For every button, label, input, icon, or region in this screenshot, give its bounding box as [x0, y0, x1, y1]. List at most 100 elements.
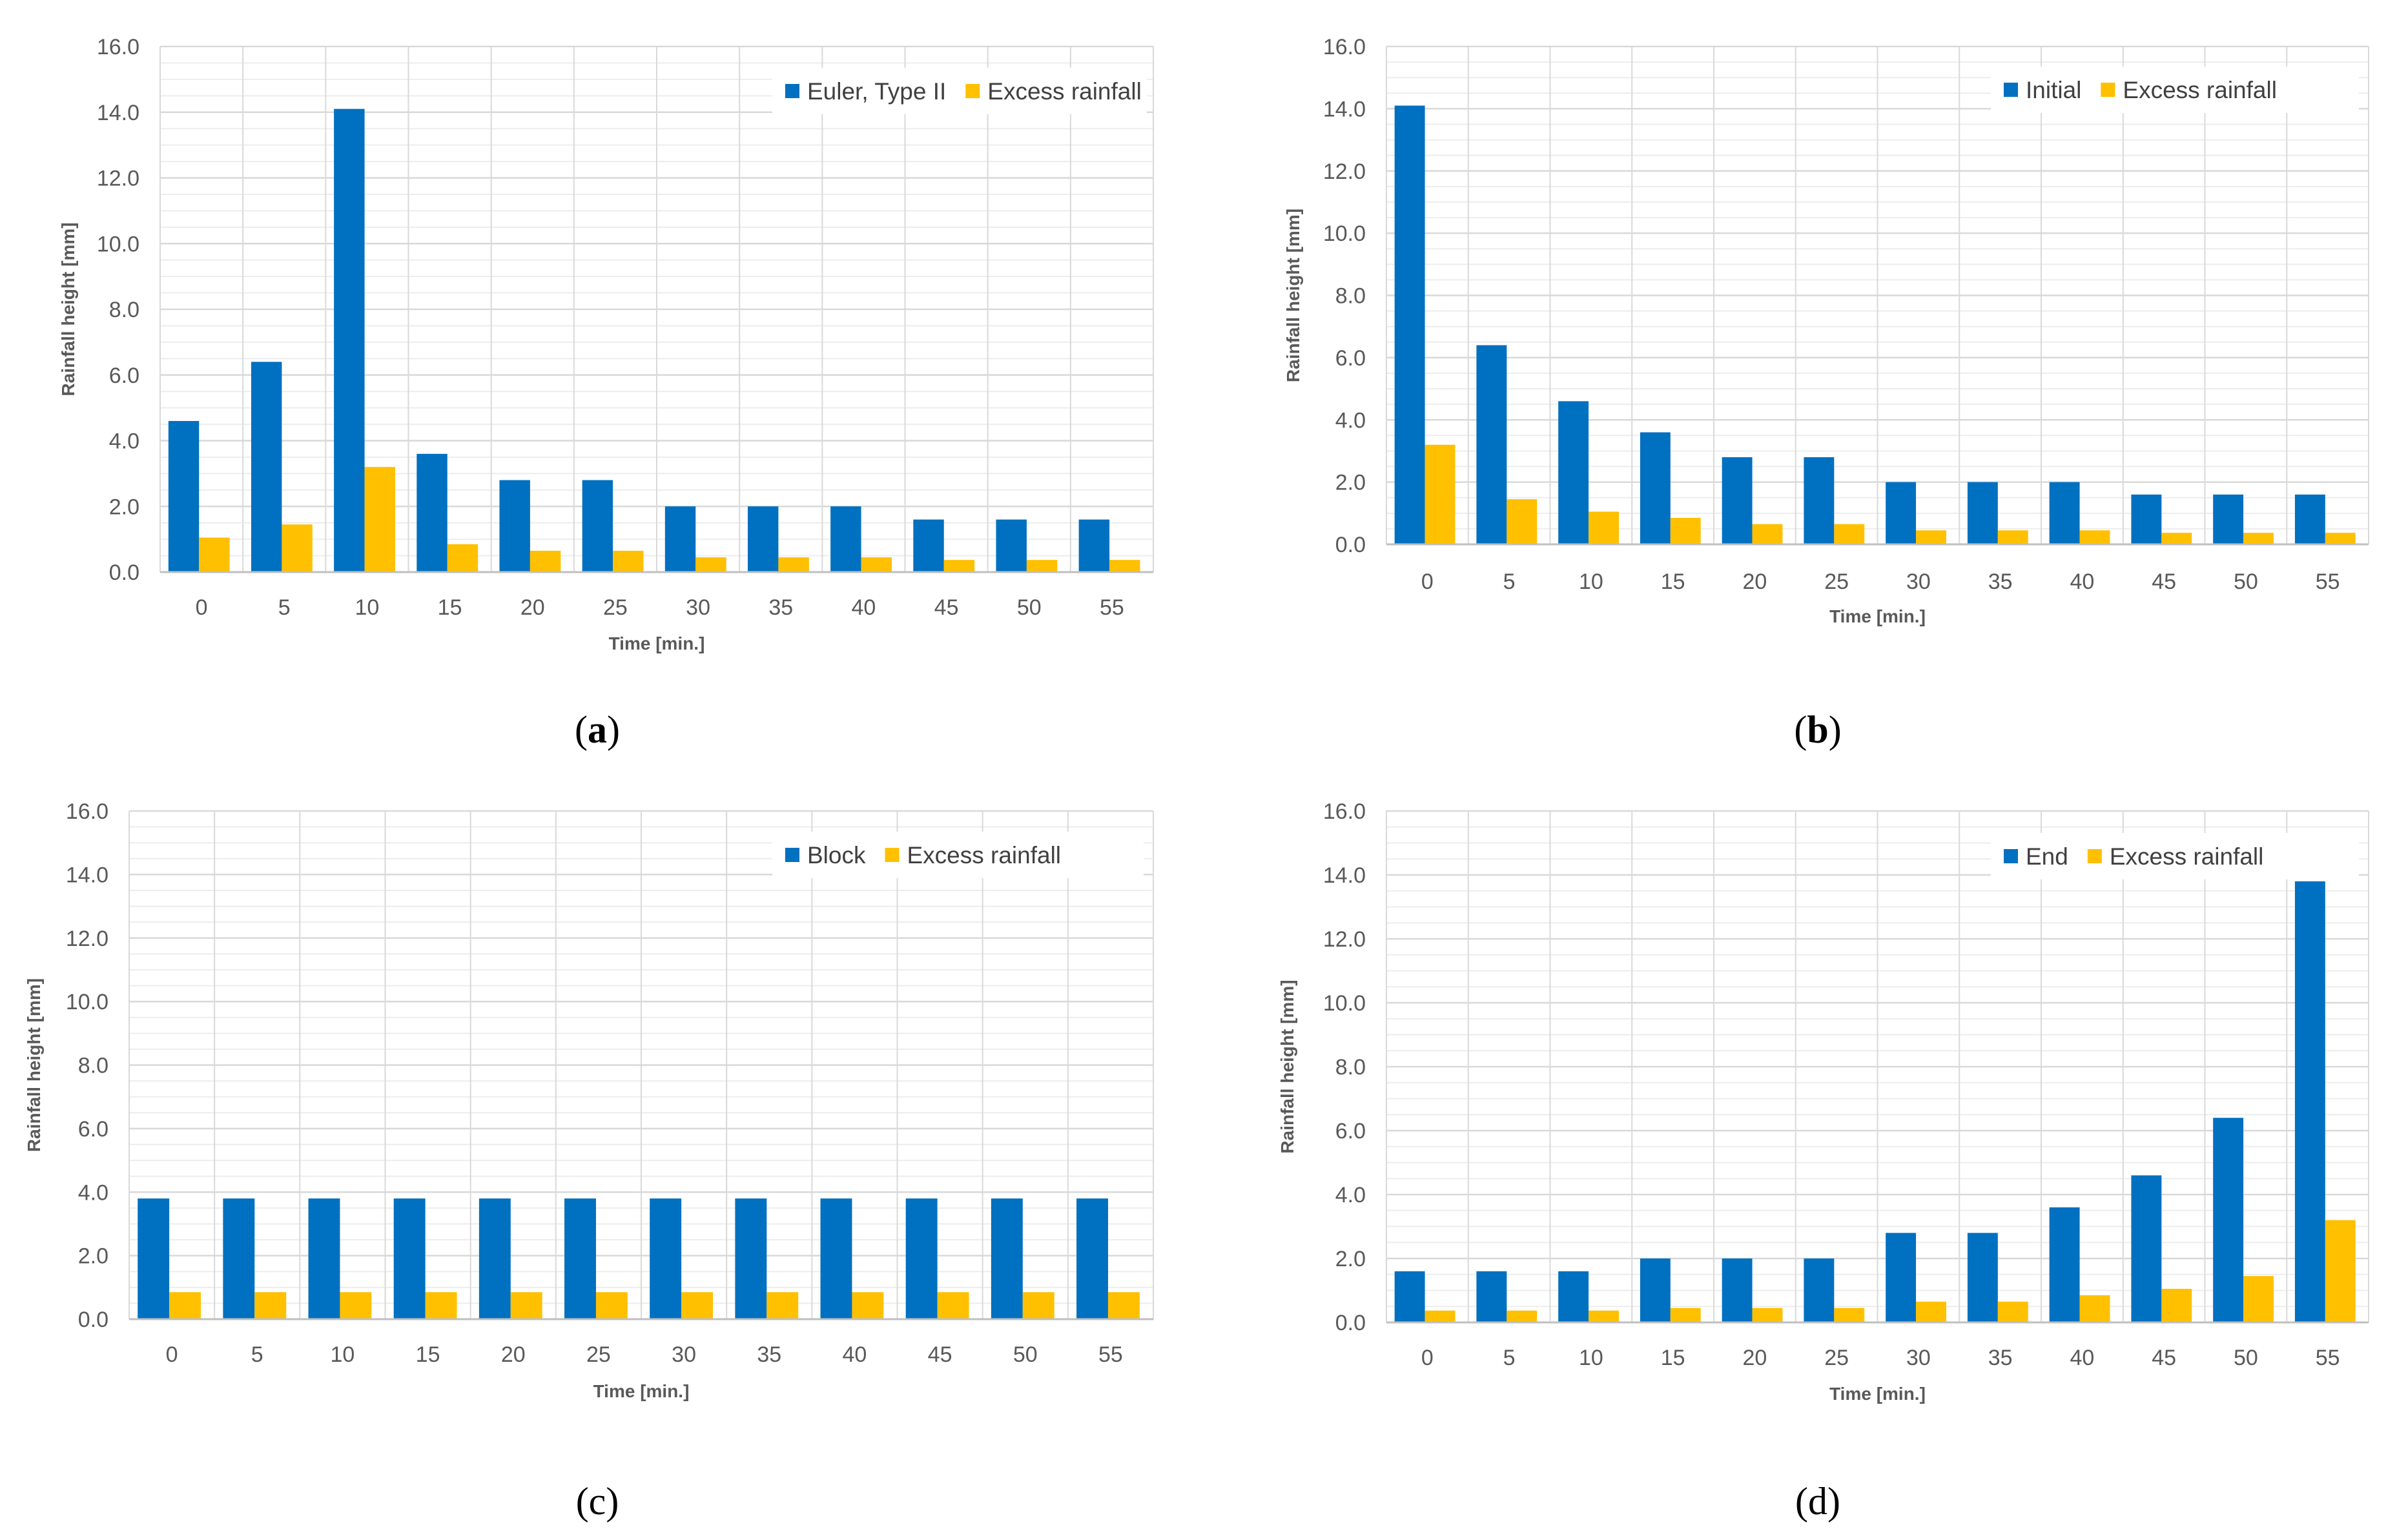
y-tick-label: 6.0 — [78, 1117, 108, 1142]
bar-excess-55 — [2325, 533, 2356, 544]
bar-excess-55 — [1107, 1292, 1140, 1319]
bar-primary-45 — [905, 1198, 938, 1319]
legend-swatch-primary — [785, 84, 799, 98]
bar-excess-20 — [530, 550, 561, 572]
bar-excess-30 — [1916, 530, 1946, 544]
bar-primary-45 — [913, 519, 944, 572]
x-tick-label: 50 — [2234, 1346, 2258, 1370]
y-tick-label: 12.0 — [1323, 159, 1366, 184]
bar-excess-5 — [1507, 499, 1538, 544]
bar-excess-35 — [1997, 530, 2028, 544]
bar-excess-25 — [1834, 524, 1865, 544]
bar-excess-55 — [1109, 560, 1140, 572]
caption-open: ( — [1794, 708, 1807, 751]
bar-excess-20 — [1752, 524, 1783, 544]
bar-excess-40 — [852, 1292, 884, 1319]
bar-primary-55 — [2294, 494, 2325, 544]
x-tick-label: 50 — [2234, 570, 2258, 594]
x-tick-label: 30 — [1906, 1346, 1931, 1370]
y-tick-label: 14.0 — [66, 863, 108, 887]
x-tick-label: 30 — [686, 595, 710, 620]
bar-excess-45 — [943, 560, 975, 572]
x-tick-label: 45 — [2152, 1346, 2176, 1370]
bar-primary-55 — [1078, 519, 1110, 572]
panel-caption: (c) — [576, 1480, 619, 1523]
bar-excess-5 — [1507, 1310, 1538, 1322]
bar-primary-30 — [1886, 482, 1917, 544]
x-tick-label: 10 — [331, 1342, 355, 1367]
bar-primary-25 — [1804, 1258, 1835, 1322]
caption-letter: c — [589, 1480, 606, 1523]
legend-swatch-primary — [2004, 849, 2018, 863]
x-tick-label: 30 — [672, 1342, 696, 1367]
y-tick-label: 8.0 — [78, 1054, 108, 1078]
y-tick-label: 14.0 — [97, 101, 139, 125]
x-tick-label: 10 — [355, 595, 380, 620]
bar-primary-5 — [1476, 1271, 1507, 1322]
y-tick-label: 12.0 — [97, 167, 139, 191]
bar-primary-20 — [1722, 1258, 1753, 1322]
x-tick-label: 0 — [1421, 570, 1434, 594]
caption-close: ) — [1829, 708, 1842, 751]
y-tick-label: 16.0 — [1323, 35, 1366, 59]
y-tick-label: 6.0 — [1335, 346, 1366, 371]
bar-excess-35 — [778, 557, 809, 572]
y-tick-label: 12.0 — [66, 927, 108, 951]
legend: End Excess rainfall — [1991, 833, 2359, 879]
bar-primary-30 — [650, 1198, 682, 1319]
y-tick-label: 16.0 — [66, 799, 108, 824]
x-tick-label: 35 — [768, 595, 793, 620]
x-axis-label: Time [min.] — [1829, 1384, 1926, 1404]
x-tick-label: 40 — [2070, 1346, 2094, 1370]
y-tick-label: 14.0 — [1323, 863, 1366, 888]
bar-excess-25 — [595, 1292, 628, 1319]
legend-swatch-primary — [785, 848, 799, 862]
x-tick-label: 45 — [934, 595, 959, 620]
chart-panel-a: 0.0 2.0 4.0 6.0 8.0 10.0 12.0 14.0 16.0 0 5 10 15 20 2… — [58, 35, 1154, 751]
x-tick-label: 55 — [1098, 1342, 1123, 1367]
legend-box — [772, 832, 1144, 878]
caption-close: ) — [1827, 1480, 1840, 1523]
bar-primary-10 — [308, 1198, 340, 1319]
legend-label-excess: Excess rainfall — [2110, 843, 2264, 870]
y-tick-label: 2.0 — [1335, 471, 1366, 495]
x-tick-label: 5 — [1503, 570, 1516, 594]
bar-primary-0 — [138, 1198, 170, 1319]
bar-primary-0 — [168, 420, 200, 572]
bar-primary-50 — [2213, 1118, 2244, 1322]
bar-excess-10 — [1589, 1310, 1619, 1322]
x-tick-label: 25 — [1824, 570, 1849, 594]
y-tick-label: 8.0 — [1335, 1055, 1366, 1080]
y-axis-label: Rainfall height [mm] — [58, 222, 78, 396]
y-tick-label: 2.0 — [1335, 1247, 1366, 1271]
x-tick-label: 20 — [520, 595, 545, 620]
y-axis-label: Rainfall height [mm] — [1283, 209, 1303, 382]
bar-excess-45 — [2161, 1289, 2192, 1322]
bar-excess-35 — [766, 1292, 799, 1319]
legend-swatch-excess — [965, 84, 980, 98]
y-tick-label: 16.0 — [97, 35, 139, 59]
x-axis-label: Time [min.] — [593, 1381, 690, 1401]
y-axis-label: Rainfall height [mm] — [24, 978, 44, 1152]
bar-excess-40 — [2079, 530, 2110, 544]
bar-excess-20 — [510, 1292, 542, 1319]
bar-excess-50 — [1026, 560, 1058, 572]
legend: Block Excess rainfall — [772, 832, 1144, 878]
y-tick-label: 10.0 — [97, 232, 139, 256]
bar-excess-10 — [364, 467, 395, 572]
x-axis-label: Time [min.] — [1829, 606, 1926, 626]
bar-primary-55 — [2294, 881, 2325, 1322]
y-tick-label: 16.0 — [1323, 799, 1366, 824]
legend-box — [1991, 833, 2359, 879]
caption-open: ( — [575, 708, 588, 751]
legend-label-excess: Excess rainfall — [987, 78, 1142, 105]
bar-primary-5 — [251, 362, 282, 572]
x-tick-label: 40 — [2070, 570, 2094, 594]
bar-primary-35 — [1967, 1233, 1998, 1322]
bar-primary-40 — [830, 506, 861, 572]
legend-box — [1991, 67, 2359, 113]
x-axis-label: Time [min.] — [609, 633, 705, 653]
bar-primary-40 — [820, 1198, 852, 1319]
x-tick-label: 10 — [1579, 570, 1603, 594]
bar-primary-10 — [1558, 401, 1589, 544]
